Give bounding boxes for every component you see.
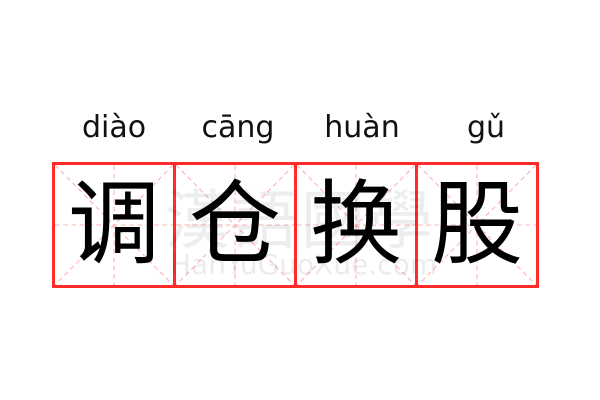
pinyin-3: huàn [324, 110, 400, 145]
character-2: 仓 [188, 171, 281, 278]
guide-lines [297, 165, 415, 285]
watermark-logo: 漢語國學 [165, 185, 437, 259]
guide-lines [55, 165, 173, 285]
guide-lines [418, 165, 536, 285]
character-cell: 股 [415, 162, 539, 288]
pinyin-row: diào cāng huàn gǔ [52, 108, 548, 148]
guide-lines [176, 165, 294, 285]
pinyin-1: diào [81, 110, 147, 145]
pinyin-2: cāng [201, 110, 275, 145]
character-cell: 仓 [173, 162, 297, 288]
character-grid: 调 仓 换 股 [52, 162, 548, 288]
character-3: 换 [309, 171, 402, 278]
character-cell: 调 [52, 162, 176, 288]
character-4: 股 [430, 171, 523, 278]
watermark-site: HanYuGuoXue.com [170, 248, 438, 281]
pinyin-4: gǔ [466, 110, 506, 145]
character-1: 调 [67, 171, 160, 278]
character-cell: 换 [294, 162, 418, 288]
